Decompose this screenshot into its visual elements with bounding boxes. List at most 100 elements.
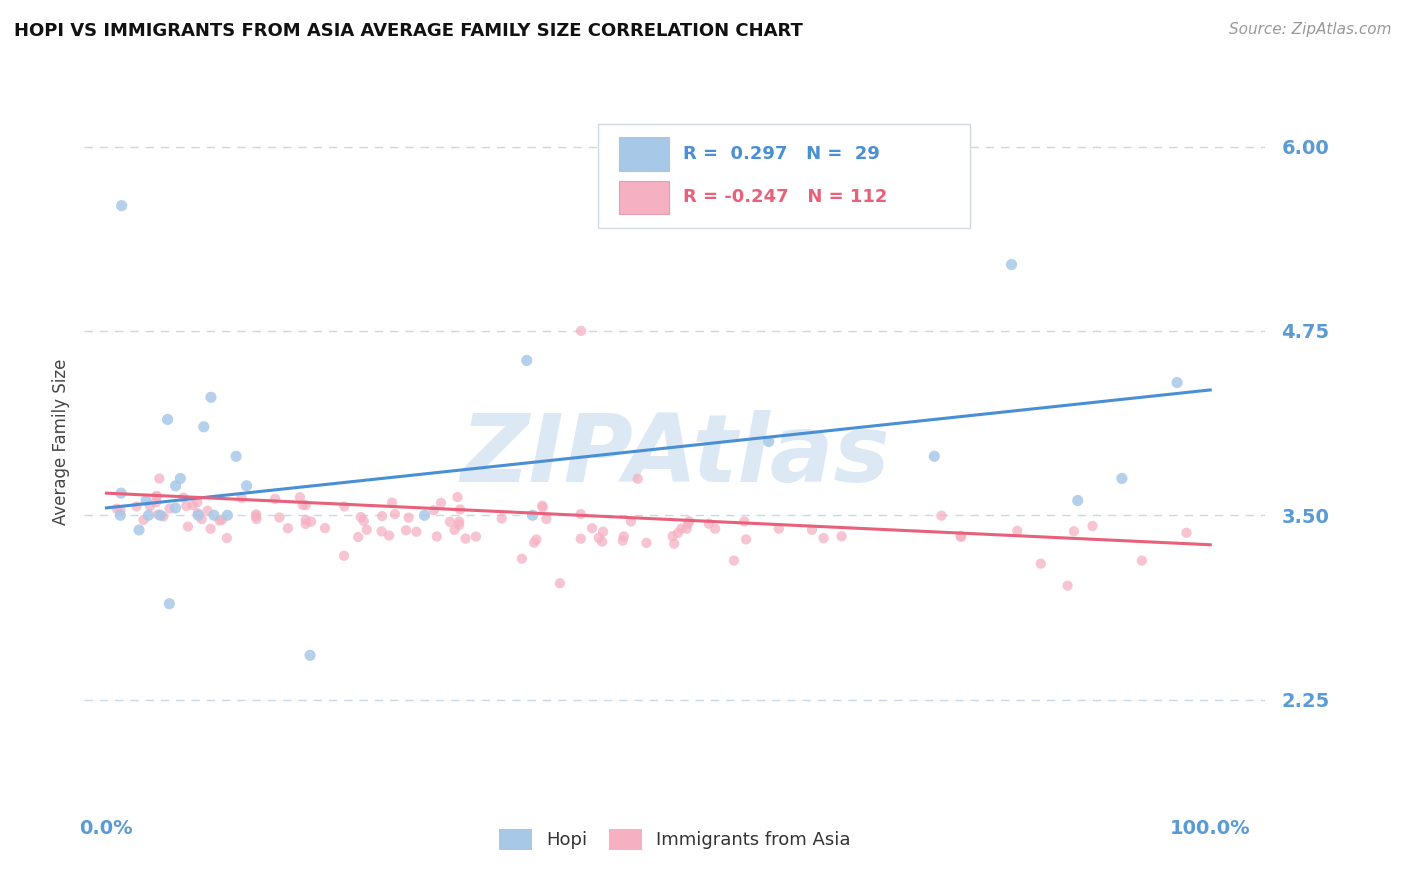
Point [378, 528, 401, 542]
Point [370, 524, 392, 539]
Point [949, 529, 972, 543]
Point [666, 526, 689, 541]
Point [111, 199, 134, 213]
Point [165, 500, 187, 515]
Point [536, 512, 558, 526]
Point [449, 502, 471, 516]
Point [187, 508, 209, 523]
Point [186, 495, 208, 509]
Point [264, 491, 287, 506]
Point [193, 419, 215, 434]
Point [333, 500, 356, 514]
Point [831, 529, 853, 543]
Point [132, 513, 155, 527]
Point [202, 508, 225, 523]
Point [671, 522, 693, 536]
Point [294, 498, 316, 512]
Point [146, 489, 169, 503]
Point [413, 508, 436, 523]
Point [356, 523, 378, 537]
Point [187, 506, 209, 520]
Point [314, 521, 336, 535]
Point [294, 516, 316, 531]
Point [177, 519, 200, 533]
Point [1000, 258, 1022, 272]
Point [176, 499, 198, 513]
Point [294, 513, 316, 527]
Point [347, 530, 370, 544]
Point [152, 509, 174, 524]
Point [245, 509, 267, 524]
Point [697, 516, 720, 531]
Point [1111, 471, 1133, 485]
Point [350, 510, 373, 524]
Point [801, 523, 824, 537]
Point [291, 498, 314, 512]
Point [636, 536, 658, 550]
Bar [620, 137, 669, 170]
Point [704, 522, 727, 536]
Point [138, 508, 160, 523]
Point [569, 507, 592, 521]
Point [523, 535, 546, 549]
Point [135, 493, 157, 508]
Point [522, 508, 544, 523]
Point [813, 531, 835, 545]
Point [449, 515, 471, 529]
Point [1166, 376, 1188, 390]
Point [159, 501, 181, 516]
Point [675, 522, 697, 536]
Point [591, 534, 613, 549]
Point [172, 491, 194, 505]
Point [197, 504, 219, 518]
FancyBboxPatch shape [598, 124, 970, 228]
Point [678, 514, 700, 528]
Point [491, 511, 513, 525]
Point [931, 508, 953, 523]
Point [464, 530, 486, 544]
Point [592, 524, 614, 539]
Point [426, 529, 449, 543]
Y-axis label: Average Family Size: Average Family Size [52, 359, 70, 524]
Point [148, 508, 170, 522]
Point [231, 491, 253, 505]
Point [299, 515, 322, 529]
Point [922, 450, 945, 464]
Point [430, 496, 453, 510]
Point [454, 532, 477, 546]
Point [200, 390, 222, 404]
Point [384, 507, 406, 521]
Text: R =  0.297   N =  29: R = 0.297 N = 29 [683, 145, 880, 163]
Point [1056, 579, 1078, 593]
Point [510, 551, 533, 566]
Point [569, 532, 592, 546]
Point [215, 531, 238, 545]
Point [105, 501, 128, 516]
Point [664, 537, 686, 551]
Point [758, 434, 780, 449]
Point [381, 495, 404, 509]
Point [581, 521, 603, 535]
Point [211, 513, 233, 527]
Text: ZIPAtlas: ZIPAtlas [460, 410, 890, 502]
Point [110, 508, 132, 523]
Point [588, 531, 610, 545]
Point [1175, 525, 1198, 540]
Point [139, 499, 162, 513]
Point [768, 522, 790, 536]
Point [1130, 553, 1153, 567]
Point [145, 495, 167, 509]
Point [612, 533, 634, 548]
Point [217, 508, 239, 523]
Bar [620, 181, 669, 214]
Point [1081, 519, 1104, 533]
Point [548, 576, 571, 591]
Point [524, 533, 547, 547]
Point [395, 524, 418, 538]
Point [145, 490, 167, 504]
Point [333, 549, 356, 563]
Point [245, 508, 267, 522]
Legend: Hopi, Immigrants from Asia: Hopi, Immigrants from Asia [491, 820, 859, 859]
Point [165, 479, 187, 493]
Point [353, 514, 375, 528]
